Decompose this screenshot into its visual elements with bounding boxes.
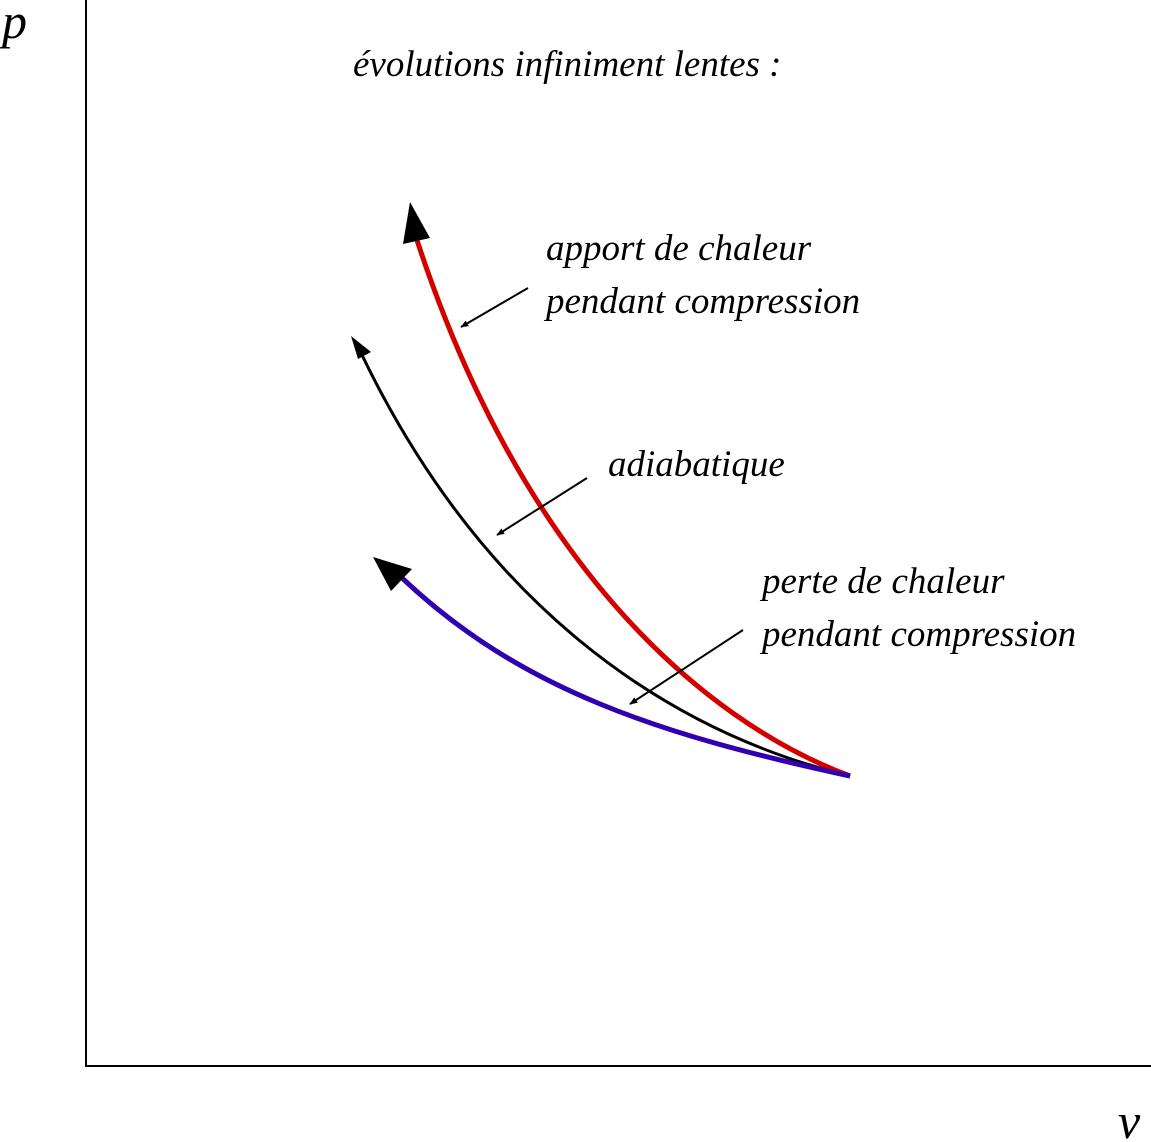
adiabatic-arrowhead [351,336,371,359]
heat-gain-pointer [460,287,529,328]
heat-gain-arrowhead [403,202,430,244]
heat-loss-label: perte de chaleur pendant compression [759,561,1076,655]
heat-gain-label: apport de chaleur pendant compression [543,228,860,322]
adiabatic-curve [360,354,851,778]
y-axis-label: p [0,0,27,49]
heat-loss-pointer [629,629,744,705]
adiabatic-label: adiabatique [608,444,785,485]
diagram-title: évolutions infiniment lentes : [353,44,782,85]
heat-loss-arrowhead [373,557,412,591]
heat-loss-curve [399,575,851,779]
heat-gain-curve [412,233,851,779]
adiabatic-pointer [496,477,588,536]
x-axis-label: v [1118,1093,1141,1142]
